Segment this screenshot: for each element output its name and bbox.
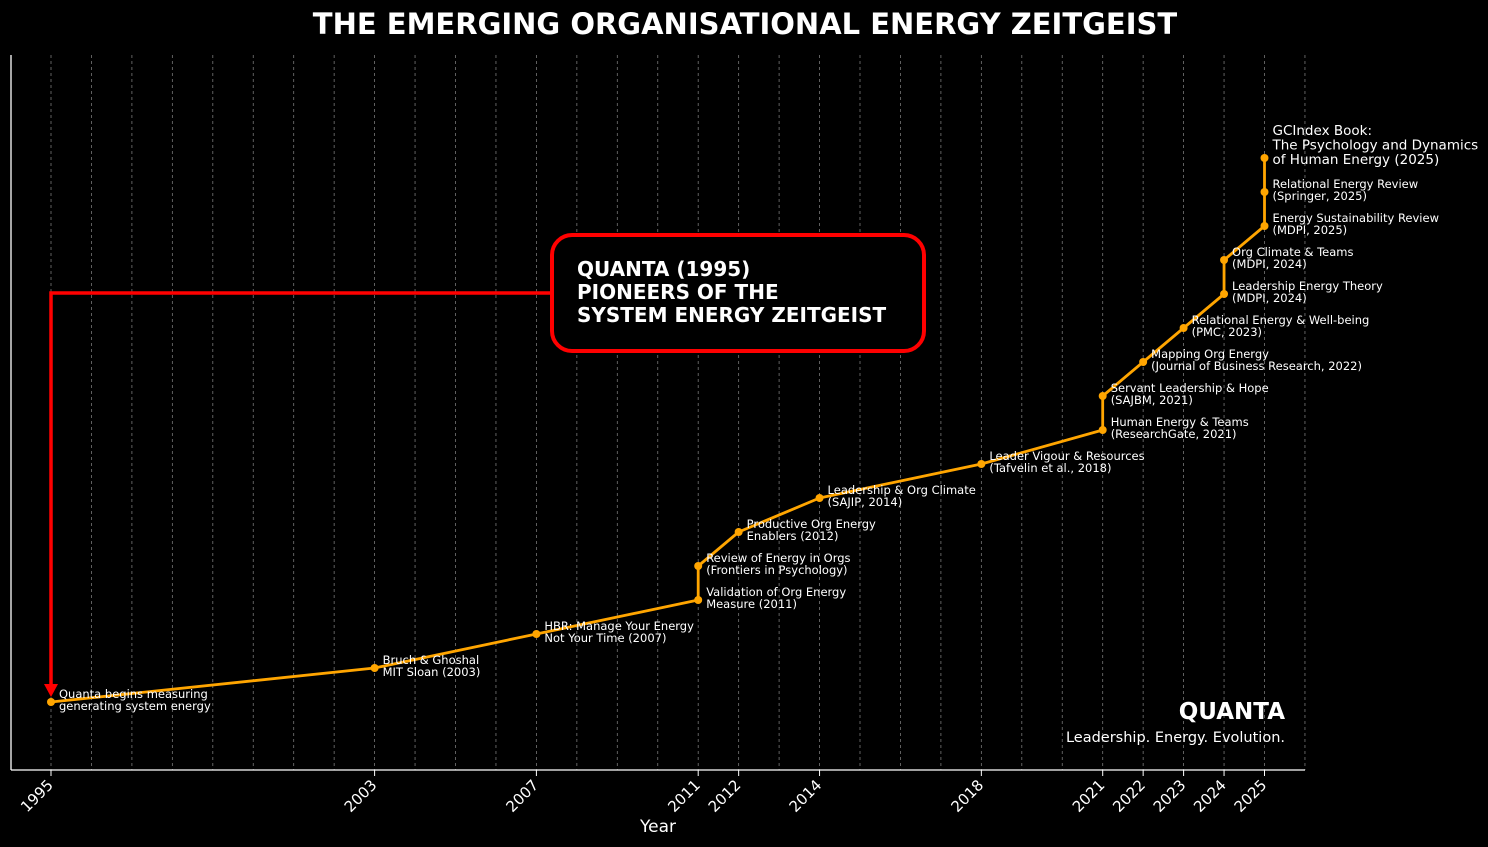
point-label: Relational Energy Review xyxy=(1273,177,1419,191)
data-point xyxy=(1220,256,1229,264)
x-tick-label: 2023 xyxy=(1150,776,1190,816)
data-point xyxy=(694,562,703,570)
data-point xyxy=(1139,358,1148,366)
x-tick-label: 2011 xyxy=(664,776,704,816)
callout-connector xyxy=(44,291,552,697)
data-point xyxy=(1260,188,1269,196)
brand-tagline: Leadership. Energy. Evolution. xyxy=(1066,730,1285,746)
data-point xyxy=(1260,154,1269,162)
x-tick-label: 2012 xyxy=(705,776,745,816)
data-point xyxy=(694,596,703,604)
point-label: Human Energy & Teams xyxy=(1111,415,1249,429)
point-label: Energy Sustainability Review xyxy=(1273,211,1439,225)
point-label: (Springer, 2025) xyxy=(1273,189,1367,203)
point-label: of Human Energy (2025) xyxy=(1273,152,1440,168)
data-point xyxy=(532,630,541,638)
x-tick-label: 2022 xyxy=(1109,776,1149,816)
point-label: Not Your Time (2007) xyxy=(544,631,666,645)
callout-arrow-line xyxy=(49,291,552,686)
callout-text: QUANTA (1995) xyxy=(577,257,750,281)
data-point xyxy=(1220,290,1229,298)
point-label: Leadership & Org Climate xyxy=(828,483,976,497)
callout-frame xyxy=(550,233,926,353)
point-label: Leader Vigour & Resources xyxy=(989,449,1144,463)
data-point xyxy=(1098,392,1107,400)
point-label: Measure (2011) xyxy=(706,597,797,611)
point-label: Enablers (2012) xyxy=(747,529,839,543)
point-label: (PMC, 2023) xyxy=(1192,325,1262,339)
point-label: (Tafvelin et al., 2018) xyxy=(989,461,1111,475)
x-tick-label: 2003 xyxy=(341,776,381,816)
x-tick-label: 2024 xyxy=(1190,776,1230,816)
point-label: Quanta begins measuring xyxy=(59,687,208,701)
point-label: Servant Leadership & Hope xyxy=(1111,381,1269,395)
data-point xyxy=(977,460,986,468)
data-point xyxy=(734,528,743,536)
data-point xyxy=(47,698,55,706)
point-label: Relational Energy & Well-being xyxy=(1192,313,1370,327)
point-label: (MDPI, 2024) xyxy=(1232,291,1307,305)
grid-lines xyxy=(50,55,1306,770)
point-label: Bruch & Ghoshal xyxy=(383,653,480,667)
point-label: Mapping Org Energy xyxy=(1151,347,1269,361)
data-points xyxy=(47,154,1269,706)
x-tick-label: 1995 xyxy=(17,776,57,816)
point-label: MIT Sloan (2003) xyxy=(383,665,481,679)
x-tick-label: 2025 xyxy=(1231,776,1271,816)
callout-text: SYSTEM ENERGY ZEITGEIST xyxy=(577,303,887,327)
point-label: generating system energy xyxy=(59,699,211,713)
point-label: Productive Org Energy xyxy=(747,517,876,531)
data-point xyxy=(370,664,379,672)
x-ticks: 1995 2003 2007 2011 2012 2014 2018 2021 2022 2023… xyxy=(17,770,1270,816)
data-point xyxy=(1260,222,1269,230)
brand-name: QUANTA xyxy=(1179,699,1285,725)
point-label: Validation of Org Energy xyxy=(706,585,846,599)
point-label: Org Climate & Teams xyxy=(1232,245,1353,259)
x-tick-label: 2021 xyxy=(1069,776,1109,816)
x-tick-label: 2018 xyxy=(947,776,987,816)
x-tick-label: 2007 xyxy=(502,776,542,816)
data-point xyxy=(1179,324,1188,332)
point-label: (ResearchGate, 2021) xyxy=(1111,427,1237,441)
point-label: (SAJBM, 2021) xyxy=(1111,393,1193,407)
data-point xyxy=(1098,426,1107,434)
callout-text: PIONEERS OF THE xyxy=(577,280,779,304)
point-label: Review of Energy in Orgs xyxy=(706,551,850,565)
point-label: The Psychology and Dynamics xyxy=(1272,138,1479,154)
callout-arrowhead xyxy=(44,684,58,697)
point-label: (Frontiers in Psychology) xyxy=(706,563,847,577)
point-label: (Journal of Business Research, 2022) xyxy=(1151,359,1362,373)
chart-title: THE EMERGING ORGANISATIONAL ENERGY ZEITG… xyxy=(313,7,1178,41)
data-point xyxy=(815,494,824,502)
point-label: (MDPI, 2024) xyxy=(1232,257,1307,271)
point-label: (SAJIP, 2014) xyxy=(828,495,903,509)
point-label: HBR: Manage Your Energy xyxy=(544,619,694,633)
brand-block: QUANTA Leadership. Energy. Evolution. xyxy=(1066,699,1285,746)
x-axis-label: Year xyxy=(639,817,676,837)
point-label: (MDPI, 2025) xyxy=(1273,223,1348,237)
axes xyxy=(10,55,1305,771)
point-label: GCIndex Book: xyxy=(1273,123,1373,139)
point-label: Leadership Energy Theory xyxy=(1232,279,1383,293)
x-tick-label: 2014 xyxy=(786,776,826,816)
